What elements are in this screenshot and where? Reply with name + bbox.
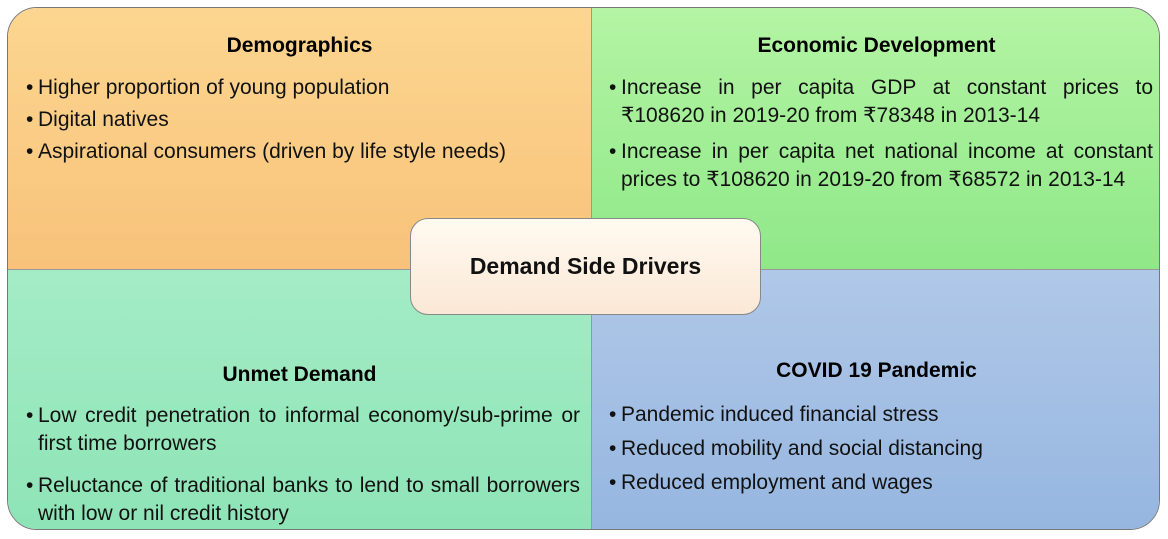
bullet-item: Increase in per capita net national inco… — [609, 138, 1153, 194]
bullet-list: Low credit penetration to informal econo… — [26, 402, 580, 529]
center-label: Demand Side Drivers — [410, 218, 761, 315]
quadrant-title: Unmet Demand — [222, 363, 377, 386]
bullet-item: Increase in per capita GDP at constant p… — [609, 74, 1153, 130]
bullet-list: Increase in per capita GDP at constant p… — [609, 74, 1153, 202]
bullet-item: Digital natives — [26, 104, 586, 136]
bullet-list: Higher proportion of young populationDig… — [26, 72, 586, 168]
bullet-item: Pandemic induced financial stress — [609, 398, 1149, 432]
bullet-list: Pandemic induced financial stressReduced… — [609, 398, 1149, 500]
quadrant-title: Demographics — [226, 34, 373, 57]
bullet-item: Low credit penetration to informal econo… — [26, 402, 580, 458]
bullet-item: Reduced employment and wages — [609, 466, 1149, 500]
bullet-item: Aspirational consumers (driven by life s… — [26, 136, 586, 168]
bullet-item: Higher proportion of young population — [26, 72, 586, 104]
bullet-item: Reduced mobility and social distancing — [609, 432, 1149, 466]
bullet-item: Reluctance of traditional banks to lend … — [26, 472, 580, 528]
quadrant-title: COVID 19 Pandemic — [776, 359, 977, 382]
quadrant-title: Economic Development — [757, 34, 996, 57]
